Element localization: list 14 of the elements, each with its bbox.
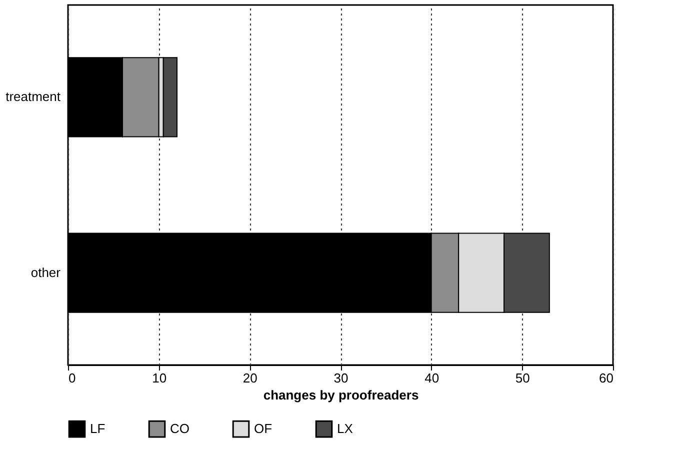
x-tick-label: 10: [152, 370, 167, 386]
x-tick-label: 50: [515, 370, 530, 386]
legend-label: OF: [254, 421, 272, 436]
x-axis-title: changes by proofreaders: [263, 388, 419, 402]
legend-label: LX: [337, 421, 354, 436]
legend-label: LF: [90, 421, 106, 436]
x-tick-label: 0: [68, 370, 76, 386]
x-tick-label: 30: [334, 370, 348, 386]
y-tick-label: treatment: [6, 89, 61, 104]
legend-label: CO: [170, 421, 190, 436]
x-tick-label: 20: [242, 370, 258, 386]
y-tick-label: other: [30, 264, 62, 280]
x-tick-label: 60: [599, 370, 614, 386]
x-tick-label: 40: [424, 370, 440, 386]
